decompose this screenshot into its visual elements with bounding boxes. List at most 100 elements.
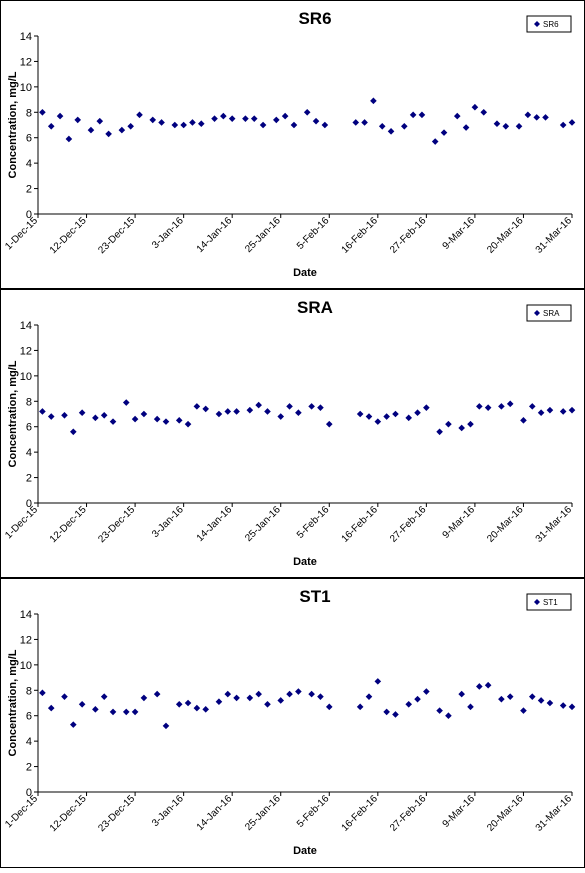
data-point [383, 413, 390, 420]
y-tick-label: 12 [20, 345, 32, 357]
legend-label: ST1 [543, 598, 558, 607]
data-point [202, 706, 210, 713]
y-tick-label: 6 [26, 133, 32, 145]
data-point [559, 121, 567, 129]
data-point [184, 420, 192, 428]
data-point [405, 700, 413, 708]
data-point [162, 722, 170, 730]
data-point [431, 138, 439, 145]
data-point [445, 712, 452, 720]
data-point [259, 121, 267, 129]
y-axis-label: Concentration, mg/L [7, 649, 19, 756]
data-point [264, 700, 271, 708]
data-point [290, 121, 298, 129]
data-point [356, 703, 364, 711]
data-point [286, 690, 293, 698]
legend-marker [534, 599, 540, 605]
x-axis-label: Date [293, 845, 317, 857]
chart-panel-st1: ST1 0 2 4 6 8 10 12 14 1-Dec-15 12-Dec-15 23-Dec-15… [0, 578, 585, 868]
data-point [215, 410, 223, 418]
y-tick-label: 2 [26, 762, 32, 774]
data-point [153, 415, 161, 423]
data-point [325, 420, 333, 428]
data-point [255, 401, 262, 409]
data-point [409, 111, 417, 119]
data-point [528, 403, 536, 410]
data-point [436, 707, 443, 714]
y-axis-label: Concentration, mg/L [7, 360, 19, 467]
legend: SRA [526, 304, 572, 322]
data-point [171, 121, 179, 129]
y-tick-label: 2 [26, 473, 32, 485]
data-point [462, 124, 470, 131]
y-tick-label: 14 [20, 31, 32, 43]
y-tick-label: 14 [20, 320, 32, 332]
data-point [250, 115, 258, 122]
data-point [96, 117, 104, 125]
data-point [70, 428, 77, 436]
data-point [542, 114, 549, 121]
data-point [467, 420, 474, 428]
chart-title: SR6 [298, 9, 331, 28]
data-point [414, 695, 421, 703]
y-tick-label: 0 [26, 787, 32, 799]
data-point [105, 130, 112, 138]
data-point [568, 703, 576, 711]
data-point [506, 693, 514, 700]
data-point [308, 403, 315, 410]
data-point [493, 120, 501, 128]
y-tick-label: 8 [26, 685, 32, 697]
data-point [392, 711, 399, 718]
data-point [295, 409, 302, 417]
data-point [498, 695, 505, 703]
data-point [423, 404, 430, 411]
legend: SR6 [526, 15, 572, 33]
data-point [189, 119, 196, 126]
chart-title: ST1 [299, 587, 330, 606]
data-point [70, 721, 77, 728]
y-tick-label: 4 [26, 158, 32, 170]
data-point [321, 121, 329, 129]
data-point [215, 698, 223, 706]
data-point [515, 122, 523, 130]
y-tick-label: 10 [20, 82, 32, 94]
chart-panel-sra: SRA 0 2 4 6 8 10 12 14 1-Dec-15 12-Dec-15 23-Dec-15… [0, 289, 585, 578]
data-point [400, 122, 408, 130]
y-tick-label: 10 [20, 660, 32, 672]
data-point [56, 112, 64, 120]
data-point [387, 128, 395, 135]
panel-frame [0, 289, 585, 578]
data-point [255, 690, 262, 698]
data-point [224, 690, 232, 698]
data-point [158, 119, 165, 126]
data-point [312, 117, 320, 125]
data-point [467, 703, 474, 711]
data-point [356, 410, 364, 418]
data-point [436, 428, 443, 436]
data-point [74, 116, 82, 124]
legend-box [526, 593, 572, 611]
data-point [445, 420, 452, 428]
data-point [47, 122, 55, 130]
data-point [246, 694, 254, 702]
y-tick-label: 10 [20, 371, 32, 383]
panel-frame [0, 0, 585, 289]
data-point [109, 708, 117, 716]
data-point [440, 129, 448, 136]
y-axis-label: Concentration, mg/L [7, 71, 19, 178]
legend-marker [534, 310, 540, 316]
y-tick-label: 6 [26, 711, 32, 723]
data-point [78, 409, 86, 417]
data-point [352, 119, 360, 126]
data-point [78, 700, 86, 708]
data-point [308, 690, 315, 698]
data-point [127, 122, 134, 130]
legend: ST1 [526, 593, 572, 611]
y-tick-label: 0 [26, 209, 32, 221]
data-point [211, 115, 218, 122]
data-point [131, 708, 139, 716]
data-point [233, 694, 240, 702]
